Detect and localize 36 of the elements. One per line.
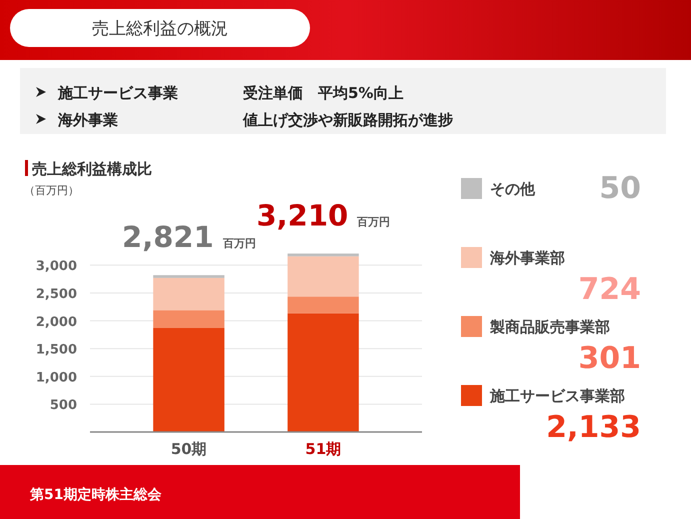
text: 海外事業 <box>57 111 118 129</box>
legend-label: 海外事業部 <box>489 249 565 267</box>
y-tick-label: 1,500 <box>36 342 77 358</box>
y-tick-label: 2,500 <box>36 286 77 302</box>
legend-label: 製商品販売事業部 <box>489 318 610 336</box>
text: （百万円） <box>24 184 79 197</box>
text: 値上げ交渉や新販路開拓が進捗 <box>242 111 453 129</box>
text: 50 <box>599 171 641 206</box>
total-label: 3,210 <box>256 198 348 233</box>
bar <box>153 328 224 432</box>
y-tick-label: 500 <box>50 398 77 414</box>
y-tick-label: 2,000 <box>36 314 77 330</box>
x-tick-label: 51期 <box>305 440 342 458</box>
text: 百万円 <box>222 237 256 250</box>
total-label: 2,821 <box>122 220 214 254</box>
bar <box>288 254 359 256</box>
chart-subtitle: 売上総利益構成比 <box>32 160 152 178</box>
legend-label: その他 <box>490 180 536 198</box>
text: 724 <box>578 272 641 307</box>
chart-title: 売上総利益の概況 <box>92 19 228 39</box>
legend-label: 施工サービス事業部 <box>489 387 625 405</box>
text: 受注単価 平均5%向上 <box>242 84 404 102</box>
bar <box>153 310 224 328</box>
y-tick-label: 1,000 <box>36 370 77 386</box>
text: 施工サービス事業 <box>57 84 178 102</box>
bar <box>288 313 359 432</box>
text: 第51期定時株主総会 <box>29 486 162 503</box>
bar <box>153 275 224 278</box>
bar <box>153 278 224 310</box>
text: 301 <box>578 341 641 376</box>
text: 2,133 <box>546 410 641 445</box>
bar <box>288 256 359 297</box>
bar <box>288 296 359 314</box>
x-tick-label: 50期 <box>170 440 207 458</box>
text: 百万円 <box>356 216 390 229</box>
y-tick-label: 3,000 <box>36 259 77 274</box>
